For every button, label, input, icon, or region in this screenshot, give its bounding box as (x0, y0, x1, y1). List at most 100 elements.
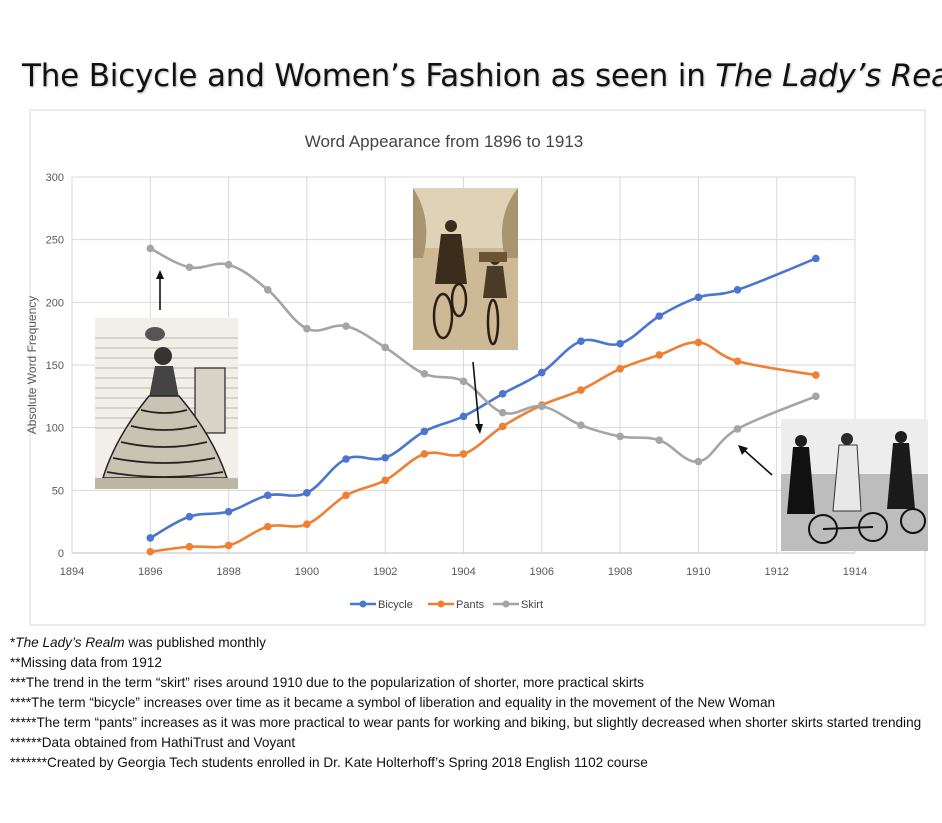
x-tick-label: 1894 (60, 566, 84, 578)
data-point (733, 425, 742, 433)
data-point (420, 427, 429, 436)
data-point (498, 422, 507, 431)
note-6: ******Data obtained from HathiTrust and … (10, 735, 296, 750)
cyclists-photo-sepia (413, 188, 518, 350)
y-tick-label: 150 (46, 360, 64, 372)
y-tick-label: 0 (58, 548, 64, 560)
y-tick-label: 300 (46, 172, 64, 184)
y-tick-label: 250 (46, 235, 64, 247)
data-point (420, 450, 429, 458)
annotation-arrows (156, 270, 773, 476)
chart-title: Word Appearance from 1896 to 1913 (305, 132, 583, 151)
y-axis-label: Absolute Word Frequency (25, 296, 39, 435)
note-1: *The Lady’s Realm was published monthly (10, 633, 935, 653)
legend-swatch-marker (359, 600, 367, 608)
data-point (185, 512, 194, 521)
data-point (694, 293, 703, 302)
note-7: *******Created by Georgia Tech students … (10, 755, 648, 770)
data-point (577, 421, 585, 429)
arrow-diagonal (743, 449, 773, 476)
x-tick-label: 1908 (608, 566, 632, 578)
legend-swatch-marker (437, 600, 445, 608)
data-point (498, 390, 507, 398)
series-skirt (146, 244, 820, 466)
cyclists-photo-bw (781, 419, 928, 551)
page-title: The Bicycle and Women’s Fashion as seen … (22, 58, 942, 94)
note-3: ***The trend in the term “skirt” rises a… (10, 675, 644, 690)
note-1-italic: The Lady’s Realm (15, 635, 125, 650)
data-point (224, 260, 233, 269)
data-point (655, 351, 664, 359)
x-tick-label: 1902 (373, 566, 397, 578)
data-point (381, 453, 390, 462)
arrow-diagonal-head (738, 445, 748, 455)
note-4: ****The term “bicycle” increases over ti… (10, 695, 776, 710)
data-point (812, 371, 820, 379)
note-5: *****The term “pants” increases as it wa… (10, 715, 922, 730)
data-point (342, 455, 350, 463)
data-point (655, 312, 664, 320)
data-point (616, 364, 624, 373)
page-title-italic: The Lady’s Realm (715, 58, 942, 94)
crinoline-illustration (95, 318, 238, 489)
x-tick-label: 1906 (530, 566, 554, 578)
y-tick-label: 200 (46, 297, 64, 309)
chart-axes: 0 50 100 150 200 250 300 1894 1896 1898 1900 1902 19… (46, 172, 868, 578)
data-point (224, 541, 233, 550)
data-point (303, 520, 311, 528)
data-point (420, 369, 429, 378)
series-bicycle (146, 254, 820, 542)
data-point (146, 244, 155, 253)
data-point (263, 286, 272, 294)
data-point (812, 392, 820, 401)
note-1-prefix: * (10, 635, 16, 650)
data-point (381, 343, 390, 352)
data-point (733, 286, 742, 294)
legend-label: Skirt (521, 599, 543, 611)
y-tick-label: 50 (52, 485, 64, 497)
footnotes: *The Lady’s Realm was published monthly … (10, 633, 935, 773)
data-point (812, 254, 820, 263)
legend-swatch-marker (502, 600, 510, 608)
y-tick-label: 100 (46, 423, 64, 435)
data-point (498, 408, 507, 417)
arrow-down-head (475, 424, 483, 434)
data-point (263, 491, 272, 500)
data-point (577, 337, 585, 345)
data-point (577, 386, 585, 394)
data-point (459, 377, 468, 386)
data-point (146, 547, 155, 556)
x-tick-label: 1896 (138, 566, 162, 578)
arrow-up-head (156, 270, 164, 279)
data-point (342, 322, 350, 330)
data-point (459, 412, 468, 421)
legend: Bicycle Pants Skirt (350, 599, 543, 611)
data-point (616, 432, 624, 441)
crinoline-drawing (95, 318, 238, 489)
arrow-down (472, 361, 480, 427)
data-point (303, 324, 311, 333)
data-point (733, 357, 742, 366)
data-point (303, 489, 311, 497)
legend-label: Bicycle (378, 599, 413, 611)
x-tick-label: 1910 (686, 566, 710, 578)
cyclists-drawing (413, 188, 518, 350)
data-point (263, 522, 272, 531)
x-tick-label: 1912 (764, 566, 788, 578)
series-layer (146, 244, 820, 556)
data-point (146, 534, 155, 542)
data-point (694, 457, 703, 466)
cyclists-bw-drawing (781, 419, 928, 551)
x-tick-label: 1904 (451, 566, 475, 578)
data-point (185, 542, 194, 551)
data-point (224, 507, 233, 516)
data-point (185, 263, 194, 272)
data-point (538, 368, 546, 377)
data-point (342, 491, 350, 500)
legend-label: Pants (456, 599, 485, 611)
note-2: **Missing data from 1912 (10, 655, 162, 670)
data-point (694, 338, 703, 347)
x-tick-label: 1898 (216, 566, 240, 578)
note-1-rest: was published monthly (124, 635, 266, 650)
x-tick-label: 1914 (843, 566, 867, 578)
